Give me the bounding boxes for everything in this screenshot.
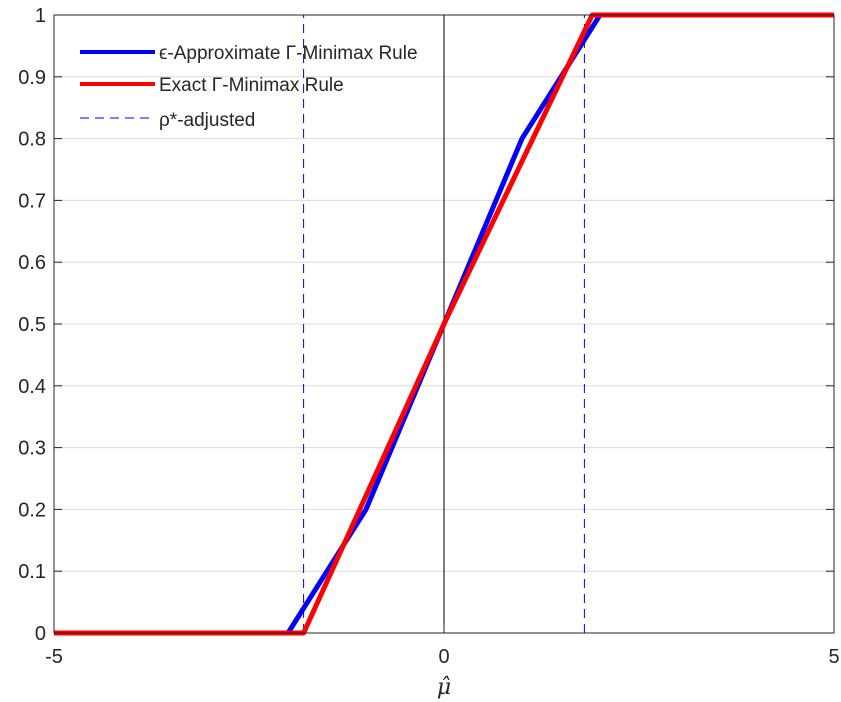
x-tick-label: 5	[828, 646, 839, 668]
y-tick-label: 0.2	[18, 499, 46, 521]
legend: ϵ-Approximate Γ-Minimax Rule Exact Γ-Min…	[80, 43, 418, 131]
legend-label-approx: ϵ-Approximate Γ-Minimax Rule	[159, 43, 418, 64]
y-tick-labels: 0 0.1 0.2 0.3 0.4 0.5 0.6 0.7 0.8 0.9 1	[18, 5, 834, 645]
x-tick-label: 0	[438, 646, 449, 668]
legend-label-exact: Exact Γ-Minimax Rule	[159, 75, 344, 96]
y-tick-label: 0.6	[18, 252, 46, 274]
legend-label-rho: ρ*-adjusted	[159, 110, 255, 131]
y-tick-label: 0.7	[18, 190, 46, 212]
y-tick-label: 0.5	[18, 314, 46, 336]
rho-adjusted-lines	[303, 15, 585, 633]
y-tick-label: 0.3	[18, 438, 46, 460]
y-tick-label: 0.9	[18, 67, 46, 89]
y-tick-label: 0.4	[18, 376, 46, 398]
x-tick-labels: -5 0 5	[45, 625, 840, 668]
y-tick-label: 0	[35, 623, 46, 645]
y-tick-label: 0.1	[18, 561, 46, 583]
y-tick-label: 0.8	[18, 129, 46, 151]
x-tick-label: -5	[45, 646, 63, 668]
y-tick-label: 1	[35, 5, 46, 27]
x-axis-label: μ̂	[437, 675, 451, 700]
